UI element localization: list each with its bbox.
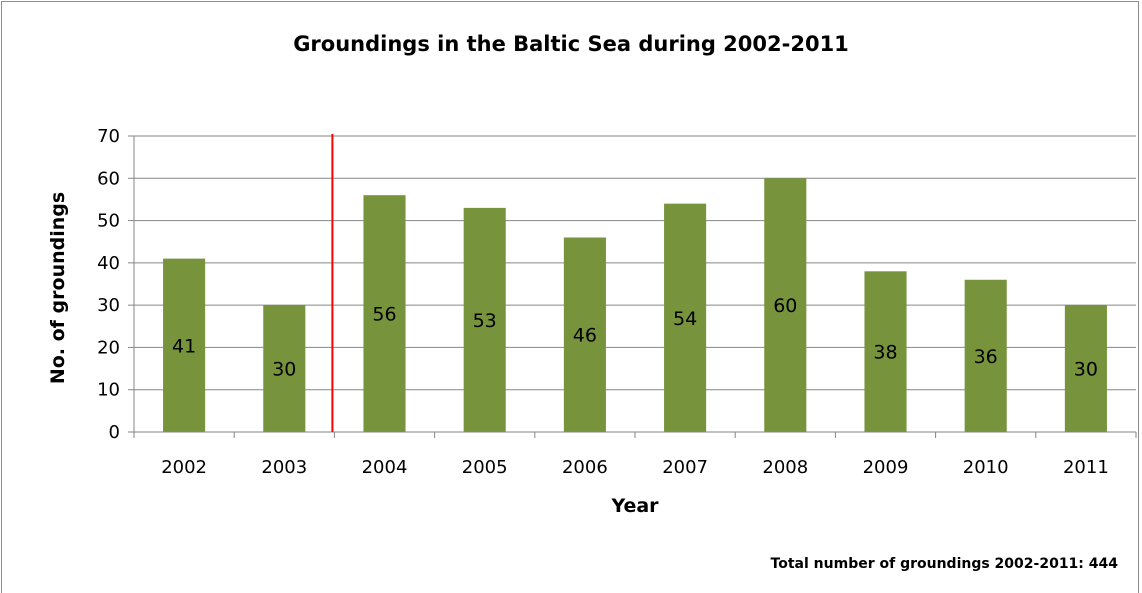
bar-2002 <box>163 258 206 432</box>
y-tick-label-60: 60 <box>97 168 120 189</box>
data-label-2003: 30 <box>272 359 296 381</box>
chart-title: Groundings in the Baltic Sea during 2002… <box>293 32 849 56</box>
x-tick-label-2008: 2008 <box>762 457 808 478</box>
bar-2007 <box>664 203 707 432</box>
bar-2009 <box>864 271 907 432</box>
bar-2008 <box>764 178 807 432</box>
x-tick-label-2010: 2010 <box>963 457 1009 478</box>
bar-2004 <box>363 195 406 432</box>
bar-2006 <box>563 237 606 432</box>
y-axis-title: No. of groundings <box>47 192 69 384</box>
x-tick-label-2006: 2006 <box>562 457 608 478</box>
data-label-2007: 54 <box>673 308 697 330</box>
y-tick-label-70: 70 <box>97 126 120 147</box>
x-tick-label-2005: 2005 <box>462 457 508 478</box>
data-label-2009: 38 <box>873 342 897 364</box>
labels: 0 10 20 30 40 50 60 70 41 2002 30 2003 56 2004 53 2005 4… <box>47 126 1109 517</box>
x-tick-label-2003: 2003 <box>261 457 307 478</box>
y-tick-label-30: 30 <box>97 295 120 316</box>
data-label-2002: 41 <box>172 335 196 357</box>
data-label-2006: 46 <box>573 325 597 347</box>
y-tick-label-20: 20 <box>97 337 120 358</box>
y-tick-label-10: 10 <box>97 380 120 401</box>
x-tick-label-2009: 2009 <box>863 457 909 478</box>
data-label-2011: 30 <box>1074 359 1098 381</box>
axes <box>128 134 1137 438</box>
data-label-2005: 53 <box>473 310 497 332</box>
y-tick-label-0: 0 <box>109 422 120 443</box>
bar-2005 <box>463 207 506 432</box>
data-label-2010: 36 <box>974 346 998 368</box>
bars <box>163 178 1107 432</box>
bar-2010 <box>964 279 1007 432</box>
x-tick-label-2002: 2002 <box>161 457 207 478</box>
x-tick-label-2007: 2007 <box>662 457 708 478</box>
y-tick-label-50: 50 <box>97 211 120 232</box>
bar-2003 <box>263 305 306 432</box>
x-tick-label-2011: 2011 <box>1063 457 1109 478</box>
bar-2011 <box>1064 305 1107 432</box>
x-axis-title: Year <box>610 495 659 517</box>
data-label-2004: 56 <box>372 304 396 326</box>
y-tick-label-40: 40 <box>97 253 120 274</box>
x-tick-label-2004: 2004 <box>362 457 408 478</box>
total-footnote: Total number of groundings 2002-2011: 44… <box>770 556 1118 572</box>
data-label-2008: 60 <box>773 295 797 317</box>
